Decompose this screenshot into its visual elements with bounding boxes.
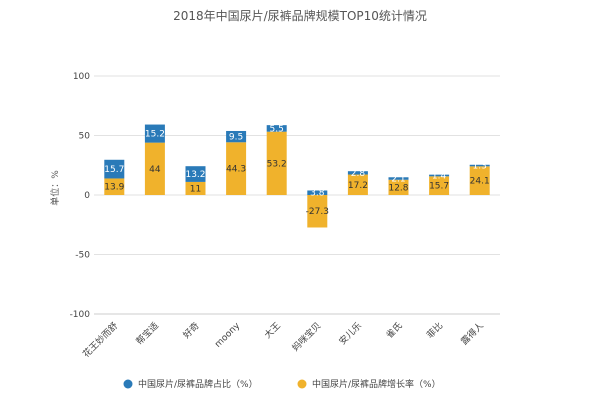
growth-data-label: 12.8 — [388, 183, 408, 193]
growth-data-label: 15.7 — [429, 182, 449, 192]
x-tick-label: 雀氏 — [383, 320, 404, 341]
x-tick-label: 帮宝适 — [133, 320, 161, 348]
y-tick-label: 50 — [79, 132, 91, 142]
y-axis-label: 单位：% — [49, 170, 61, 206]
growth-bar — [469, 166, 490, 195]
growth-data-label: 11 — [190, 184, 201, 194]
share-bar — [347, 171, 368, 175]
x-tick-label: 菲比 — [424, 320, 445, 341]
legend-entry: 中国尿片/尿裤品牌增长率（%） — [312, 378, 441, 390]
share-data-label: 1.4 — [432, 171, 447, 181]
growth-data-label: 44 — [149, 165, 161, 175]
share-bar — [266, 125, 287, 132]
share-data-label: 9.5 — [229, 133, 243, 143]
y-tick-label: 100 — [73, 72, 90, 82]
growth-data-label: 44.3 — [226, 165, 246, 175]
growth-bar — [429, 176, 450, 195]
y-tick-label: 0 — [84, 191, 90, 201]
growth-bar — [226, 142, 247, 195]
y-tick-label: -50 — [75, 251, 90, 261]
legend-marker — [297, 379, 307, 389]
growth-bar — [104, 178, 125, 195]
share-data-label: 13.2 — [185, 170, 205, 180]
growth-bar — [388, 179, 409, 195]
growth-bar — [185, 181, 206, 195]
x-tick-label: 大王 — [262, 320, 283, 341]
growth-bar — [347, 174, 368, 195]
x-tick-label: 花王妙而舒 — [80, 320, 120, 360]
chart-title: 2018年中国尿片/尿裤品牌规模TOP10统计情况 — [173, 8, 427, 23]
share-data-label: 2.8 — [351, 169, 366, 179]
share-bar — [144, 124, 165, 143]
legend-marker — [123, 379, 133, 389]
share-data-label: 15.7 — [104, 165, 124, 175]
share-bar — [469, 164, 490, 167]
share-bar — [104, 159, 125, 179]
share-data-label: 1.3 — [473, 162, 487, 172]
x-tick-label: moony — [213, 321, 242, 350]
legend-entry: 中国尿片/尿裤品牌占比（%） — [138, 378, 258, 390]
x-tick-label: 妈咪宝贝 — [289, 320, 323, 354]
share-bar — [185, 166, 206, 182]
share-data-label: 5.5 — [270, 124, 284, 134]
share-data-label: 3.8 — [310, 189, 325, 199]
share-bar — [226, 130, 247, 143]
share-bar — [307, 190, 328, 195]
growth-data-label: -27.3 — [306, 207, 329, 217]
y-tick-label: -100 — [70, 310, 91, 320]
x-tick-label: 露得人 — [458, 320, 486, 348]
share-data-label: 15.2 — [145, 130, 165, 140]
share-bar — [388, 177, 409, 180]
x-tick-label: 好奇 — [180, 320, 201, 341]
growth-data-label: 53.2 — [267, 159, 287, 169]
growth-bar — [266, 131, 287, 195]
share-bar — [429, 174, 450, 177]
growth-bar — [307, 195, 328, 228]
growth-bar — [144, 142, 165, 195]
growth-data-label: 24.1 — [470, 177, 490, 187]
growth-data-label: 17.2 — [348, 181, 368, 191]
x-tick-label: 安儿乐 — [336, 320, 364, 348]
share-data-label: 2.1 — [391, 175, 405, 185]
growth-data-label: 13.9 — [104, 183, 124, 193]
